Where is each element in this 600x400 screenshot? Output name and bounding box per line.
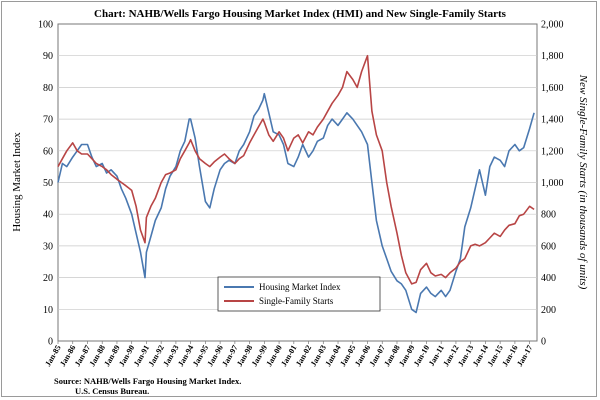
right-tick-label: 200	[541, 305, 556, 316]
x-axis-ticks: Jan-85Jan-86Jan-87Jan-88Jan-89Jan-90Jan-…	[43, 341, 534, 368]
left-tick-label: 90	[43, 51, 53, 62]
right-tick-label: 1,400	[541, 115, 564, 126]
left-tick-label: 0	[48, 337, 53, 348]
left-axis-ticks: 0 10 20 30 40 50 60 70 80 90 100	[38, 20, 53, 348]
right-axis-label: New Single-Family Starts (in thousands o…	[577, 74, 589, 290]
series-line-starts	[57, 54, 535, 285]
legend-label-starts: Single-Family Starts	[259, 296, 334, 306]
legend-box	[217, 276, 381, 312]
right-tick-label: 1,000	[541, 178, 564, 189]
legend-label-hmi: Housing Market Index	[259, 282, 341, 292]
right-tick-label: 2,000	[541, 20, 564, 31]
left-axis-label: Housing Market Index	[11, 132, 23, 232]
series-line-hmi	[57, 92, 535, 314]
right-tick-label: 600	[541, 241, 556, 252]
right-axis-ticks: 0 200 400 600 800 1,000 1,200 1,400 1,600 1,800 2,…	[541, 20, 564, 348]
series-layer	[57, 54, 535, 314]
right-tick-label: 1,600	[541, 83, 564, 94]
left-tick-label: 50	[43, 178, 53, 189]
right-tick-label: 0	[541, 337, 546, 348]
left-tick-label: 20	[43, 273, 53, 284]
right-tick-label: 800	[541, 210, 556, 221]
right-tick-label: 1,200	[541, 146, 564, 157]
right-tick-label: 1,800	[541, 51, 564, 62]
legend: Housing Market Index Single-Family Start…	[217, 276, 381, 312]
left-tick-label: 40	[43, 210, 53, 221]
source-line-2: U.S. Census Bureau.	[75, 386, 149, 396]
source-line-1: Source: NAHB/Wells Fargo Housing Market …	[54, 376, 241, 386]
left-tick-label: 100	[38, 20, 53, 31]
left-tick-label: 10	[43, 305, 53, 316]
gridlines	[58, 55, 537, 310]
left-tick-label: 70	[43, 115, 53, 126]
chart-title: Chart: NAHB/Wells Fargo Housing Market I…	[94, 8, 507, 20]
left-tick-label: 30	[43, 241, 53, 252]
right-tick-label: 400	[541, 273, 556, 284]
left-tick-label: 80	[43, 83, 53, 94]
left-tick-label: 60	[43, 146, 53, 157]
